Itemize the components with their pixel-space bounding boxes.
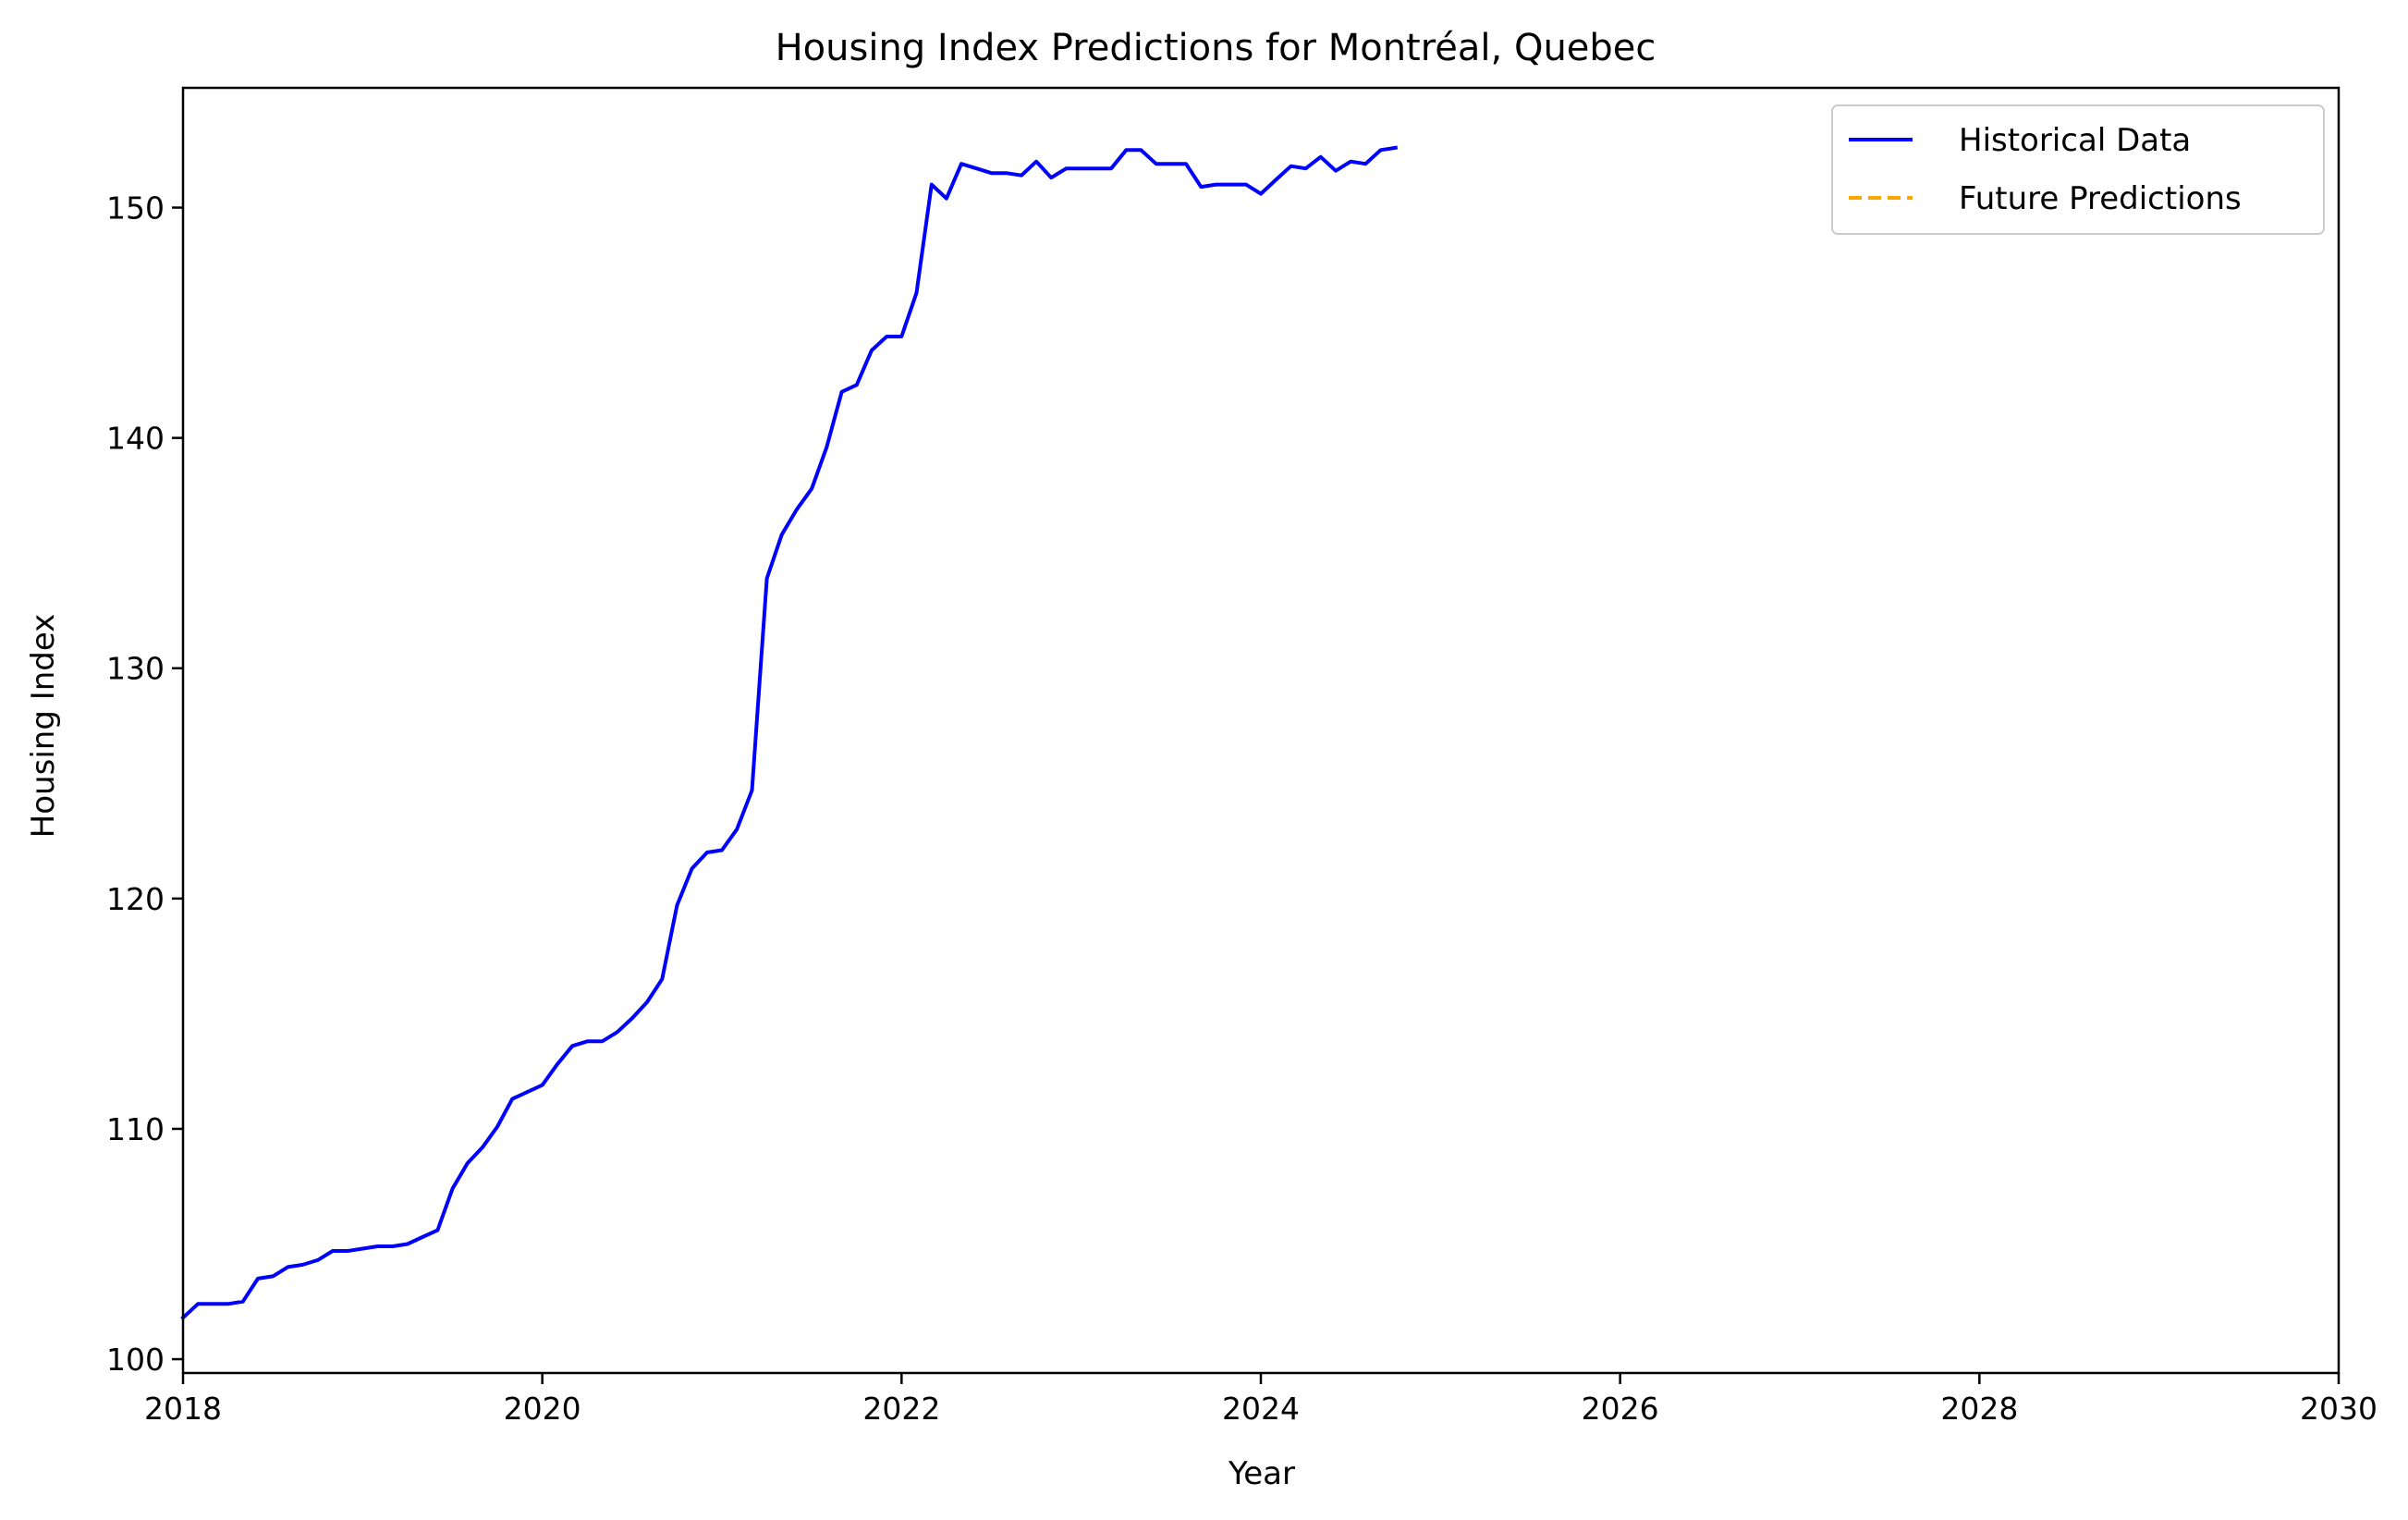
x-tick-label-2018: 2018 [144, 1391, 222, 1427]
axes: 2018 2020 2022 2024 2026 2028 2030 100 110 120 130… [106, 86, 2377, 1427]
y-tick-label-100: 100 [106, 1342, 165, 1378]
y-tick-label-140: 140 [106, 421, 165, 457]
x-tick-label-2030: 2030 [2300, 1391, 2377, 1427]
legend-label-2: Future Predictions [1959, 180, 2242, 217]
x-tick-label-2024: 2024 [1222, 1391, 1300, 1427]
y-axis-label: Housing Index [25, 614, 62, 839]
y-tick-label-110: 110 [106, 1111, 165, 1147]
chart-title: Housing Index Predictions for Montréal, … [776, 27, 1656, 69]
legend: Historical Data Future Predictions [1831, 104, 2325, 235]
y-tick-label-130: 130 [106, 651, 165, 687]
legend-label-1: Historical Data [1959, 122, 2191, 159]
x-axis-label: Year [1228, 1455, 1295, 1492]
x-tick-label-2022: 2022 [862, 1391, 940, 1427]
plot-area [180, 145, 1399, 1321]
series-line-1 [180, 145, 1399, 1321]
x-tick-label-2026: 2026 [1582, 1391, 1659, 1427]
y-tick-label-120: 120 [106, 881, 165, 917]
legend-box [1831, 104, 2325, 235]
x-tick-label-2020: 2020 [504, 1391, 581, 1427]
x-tick-label-2028: 2028 [1940, 1391, 2018, 1427]
y-tick-label-150: 150 [106, 190, 165, 227]
